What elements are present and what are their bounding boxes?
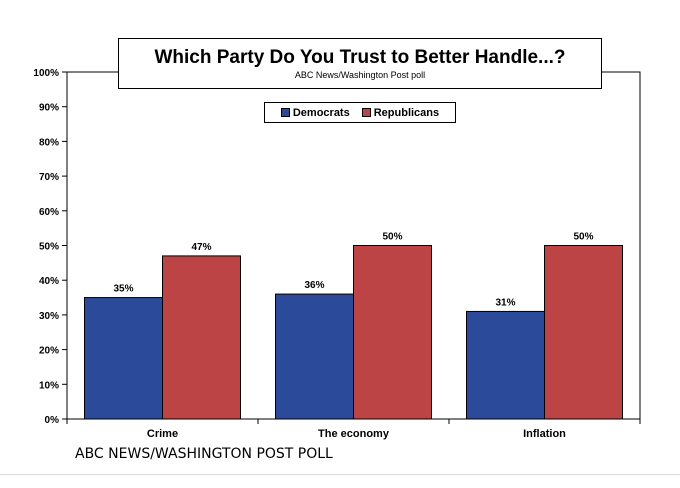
- legend-swatch-democrats: [280, 108, 290, 117]
- y-tick-label: 20%: [39, 346, 59, 357]
- data-label: 36%: [304, 280, 324, 291]
- bottom-divider: [0, 474, 680, 475]
- legend-item-republicans: Republicans: [361, 106, 440, 119]
- x-tick-label: The economy: [318, 428, 390, 440]
- y-tick-label: 40%: [39, 276, 59, 287]
- bar-republicans-the-economy: [353, 245, 432, 420]
- bar-democrats-inflation: [466, 310, 545, 420]
- x-tick-label: Crime: [147, 428, 178, 440]
- x-tick-label: Inflation: [523, 428, 566, 440]
- y-tick-label: 80%: [39, 137, 59, 148]
- chart-title-box: Which Party Do You Trust to Better Handl…: [118, 38, 602, 89]
- bar-democrats-crime: [84, 297, 163, 420]
- legend-label-republicans: Republicans: [373, 106, 440, 119]
- y-tick-label: 100%: [33, 68, 59, 79]
- legend: Democrats Republicans: [264, 102, 456, 123]
- chart-subtitle: ABC News/Washington Post poll: [294, 70, 426, 80]
- data-label: 35%: [113, 284, 133, 295]
- data-label: 50%: [382, 232, 402, 243]
- data-label: 31%: [495, 297, 515, 308]
- y-tick-label: 30%: [39, 311, 59, 322]
- y-tick-label: 70%: [39, 172, 59, 183]
- y-tick-label: 50%: [39, 242, 59, 253]
- y-tick-label: 10%: [39, 380, 59, 391]
- bar-republicans-crime: [162, 255, 241, 420]
- chart-title: Which Party Do You Trust to Better Handl…: [154, 47, 566, 68]
- data-label: 50%: [573, 232, 593, 243]
- legend-label-democrats: Democrats: [292, 106, 350, 119]
- bar-republicans-inflation: [544, 245, 623, 420]
- bar-democrats-the-economy: [275, 293, 354, 420]
- y-tick-label: 0%: [45, 415, 60, 426]
- y-tick-label: 60%: [39, 207, 59, 218]
- plot-area: 0% 10% 20% 30% 40% 50% 60% 70% 80% 90% 100% 35% 47% C…: [33, 68, 641, 440]
- legend-item-democrats: Democrats: [280, 106, 350, 119]
- data-label: 47%: [191, 242, 211, 253]
- legend-swatch-republicans: [361, 108, 371, 117]
- footer-caption: ABC NEWS/WASHINGTON POST POLL: [75, 446, 333, 462]
- y-tick-label: 90%: [39, 103, 59, 114]
